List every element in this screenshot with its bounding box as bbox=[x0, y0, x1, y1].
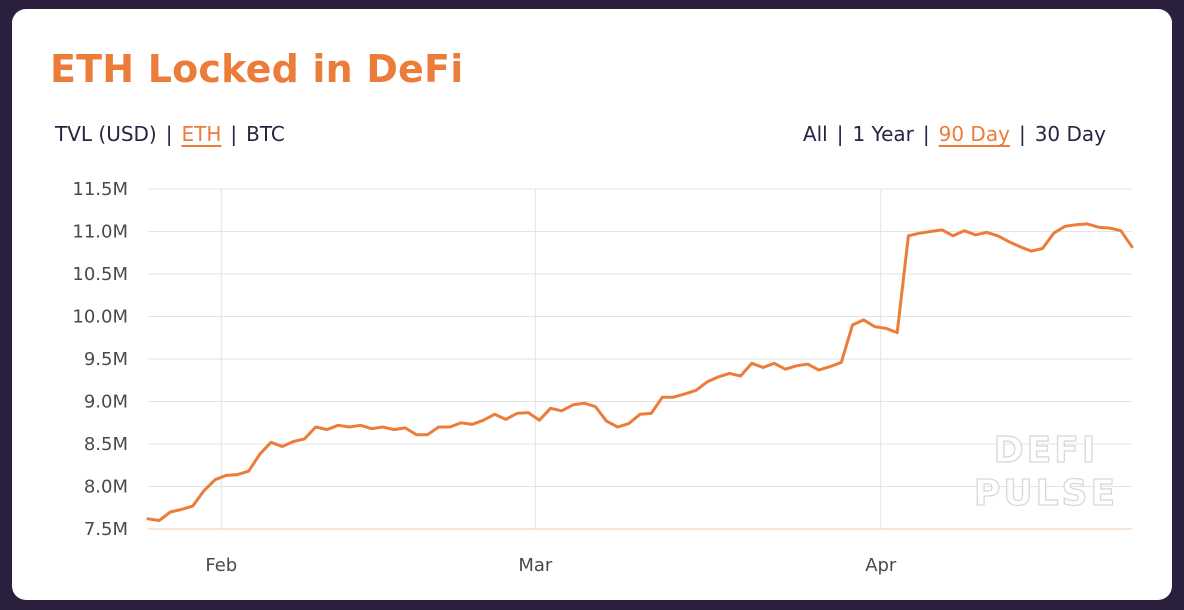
y-tick-label: 10.5M bbox=[72, 264, 128, 285]
range-90-day[interactable]: 90 Day bbox=[938, 122, 1010, 146]
y-tick-label: 11.5M bbox=[72, 179, 128, 200]
y-tick-label: 8.0M bbox=[84, 477, 128, 498]
y-tick-label: 10.0M bbox=[72, 307, 128, 328]
toggle-tvl-usd[interactable]: TVL (USD) bbox=[55, 122, 157, 146]
series-line bbox=[146, 222, 1134, 522]
separator: | bbox=[836, 122, 844, 146]
x-tick-label: Apr bbox=[865, 555, 897, 576]
toggle-eth[interactable]: ETH bbox=[181, 122, 222, 146]
y-tick-label: 7.5M bbox=[84, 519, 128, 540]
range-30-day[interactable]: 30 Day bbox=[1034, 122, 1106, 146]
denomination-toggle: TVL (USD) | ETH | BTC bbox=[55, 122, 285, 146]
series bbox=[146, 222, 1134, 522]
chart-card: ETH Locked in DeFi TVL (USD) | ETH | BTC All… bbox=[12, 9, 1172, 600]
separator: | bbox=[230, 122, 238, 146]
range-1-year[interactable]: 1 Year bbox=[852, 122, 914, 146]
defi-pulse-watermark: DEFI PULSE bbox=[973, 429, 1118, 514]
y-tick-label: 9.5M bbox=[84, 349, 128, 370]
separator: | bbox=[1018, 122, 1026, 146]
watermark-line-2: PULSE bbox=[974, 473, 1118, 514]
range-all[interactable]: All bbox=[802, 122, 828, 146]
separator: | bbox=[922, 122, 930, 146]
toggle-btc[interactable]: BTC bbox=[246, 122, 285, 146]
x-tick-label: Feb bbox=[205, 555, 237, 576]
separator: | bbox=[165, 122, 173, 146]
y-tick-label: 11.0M bbox=[72, 222, 128, 243]
range-toggle: All | 1 Year | 90 Day | 30 Day bbox=[803, 122, 1106, 146]
watermark-line-1: DEFI bbox=[994, 430, 1098, 471]
y-tick-label: 8.5M bbox=[84, 434, 128, 455]
x-tick-label: Mar bbox=[518, 555, 553, 576]
axes: 7.5M 8.0M 8.5M 9.0M 9.5M 10.0M 10.5M 11.0M 11.5M… bbox=[72, 179, 897, 576]
chart-title: ETH Locked in DeFi bbox=[50, 47, 464, 91]
y-tick-label: 9.0M bbox=[84, 392, 128, 413]
